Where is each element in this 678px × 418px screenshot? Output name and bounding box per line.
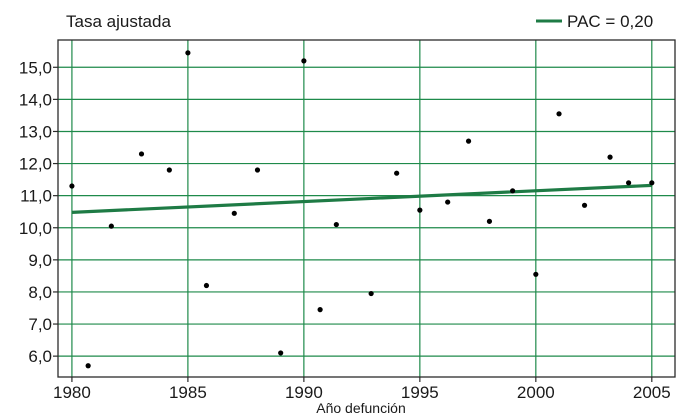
data-point [254,167,261,173]
data-point [278,350,284,356]
data-point [556,111,562,117]
y-tick-label: 12,0 [19,155,52,174]
legend-label: PAC = 0,20 [567,12,653,31]
data-point [510,188,516,194]
y-tick-label: 14,0 [19,90,52,109]
x-tick-label: 1990 [285,383,323,402]
x-tick-label: 2005 [633,383,671,402]
plot-frame [57,39,676,378]
y-tick-label: 8,0 [28,283,52,302]
data-point [649,180,655,186]
x-tick-label: 1995 [401,383,439,402]
data-point [607,154,613,160]
data-point [486,218,493,224]
data-point [533,271,539,277]
data-point [581,202,588,208]
y-tick-label: 15,0 [19,58,52,77]
data-point [465,138,472,144]
data-point [231,210,237,216]
y-tick-label: 11,0 [20,187,52,206]
data-point [317,307,323,313]
data-point [301,58,307,64]
data-point [108,223,114,229]
data-point [166,167,172,173]
x-tick-label: 2000 [517,383,555,402]
y-tick-label: 9,0 [28,251,52,270]
y-tick-label: 13,0 [19,122,52,141]
data-point [445,199,451,205]
y-tick-label: 10,0 [19,219,52,238]
data-point [138,151,145,157]
legend: PAC = 0,20 [536,12,653,31]
data-point [203,282,210,289]
data-point [394,170,400,176]
data-point [417,207,423,213]
y-tick-label: 6,0 [28,347,52,366]
data-point [185,50,191,56]
x-axis-label: Año defunción [316,400,406,416]
trend-line [71,183,652,214]
data-point [626,180,632,186]
data-point [333,221,339,228]
y-tick-label: 7,0 [28,315,52,334]
data-point [368,290,374,297]
data-point [69,183,75,189]
y-axis-label: Tasa ajustada [66,12,171,31]
data-point [85,363,91,369]
x-tick-label: 1980 [53,383,91,402]
plot-area: 6,0 7,0 8,0 9,0 10,0 11,0 12,0 13,0 14,0 15,0 1980… [19,39,676,402]
x-tick-label: 1985 [169,383,207,402]
